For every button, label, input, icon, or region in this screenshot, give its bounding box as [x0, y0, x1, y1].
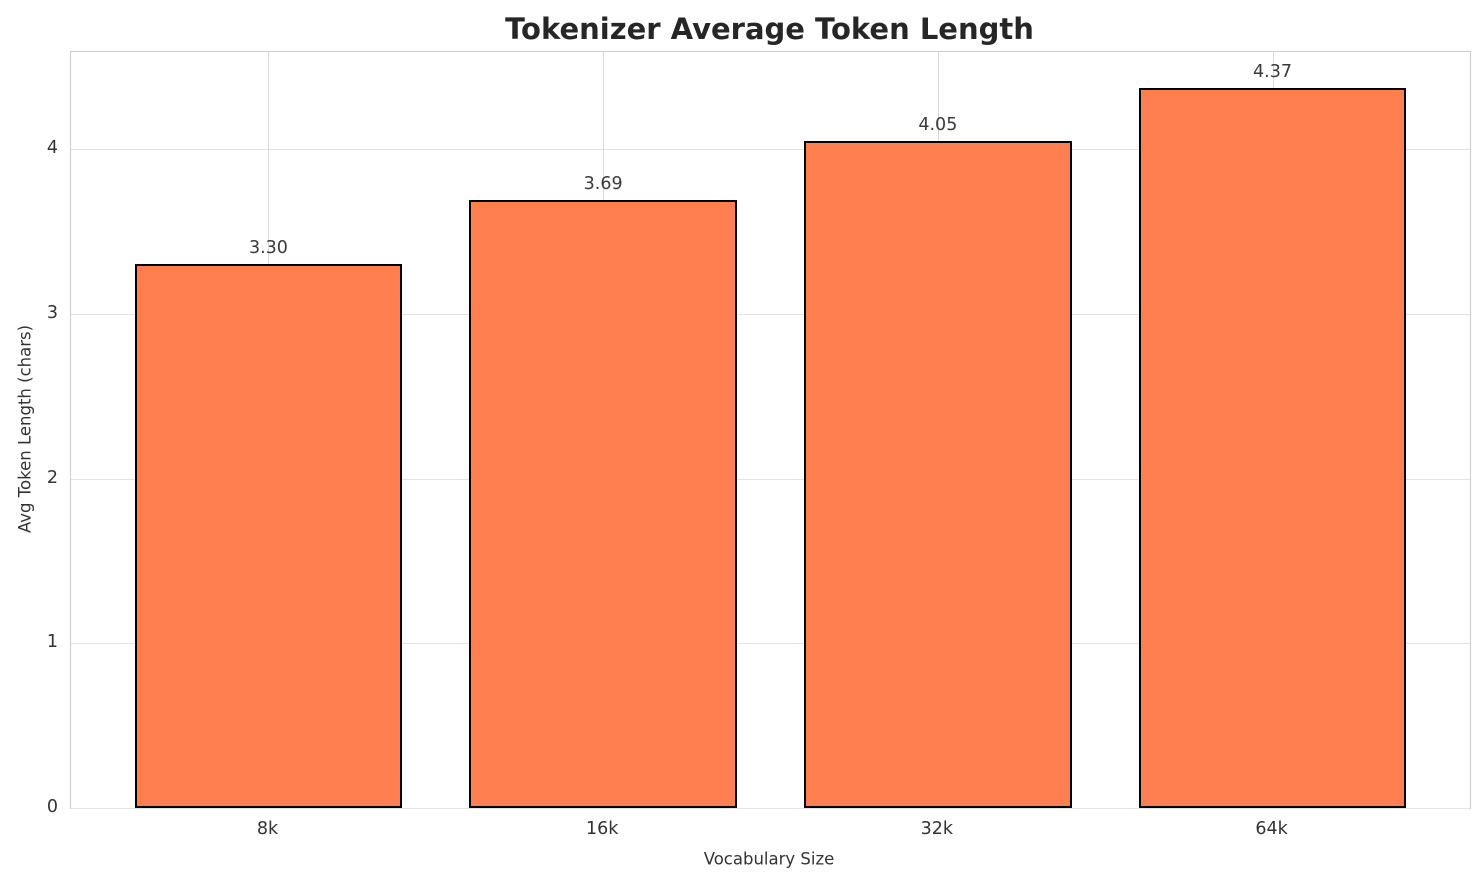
bar-value-label: 4.37 — [1253, 62, 1293, 83]
bar-value-label: 3.30 — [248, 238, 288, 259]
x-tick-label: 8k — [256, 819, 279, 839]
x-tick-label: 64k — [1255, 819, 1288, 839]
y-tick-label: 3 — [46, 302, 58, 323]
plot-area: 3.30 3.69 4.05 4.37 — [70, 51, 1471, 809]
gridline-horizontal — [71, 643, 1470, 645]
y-tick-label: 1 — [46, 632, 58, 653]
bar-32k — [803, 140, 1072, 808]
y-tick-label: 2 — [46, 467, 58, 488]
gridline-horizontal — [71, 478, 1470, 480]
chart-title: Tokenizer Average Token Length — [505, 12, 1034, 46]
y-tick-label: 0 — [46, 797, 58, 817]
x-tick-label: 16k — [585, 819, 619, 839]
gridline-horizontal — [71, 808, 1470, 809]
gridline-horizontal — [71, 149, 1470, 151]
y-tick-label: 4 — [46, 138, 58, 159]
x-axis-label: Vocabulary Size — [703, 849, 835, 869]
bar-64k — [1138, 88, 1407, 808]
bar-8k — [134, 264, 403, 808]
y-axis-label: Avg Token Length (chars) — [15, 324, 35, 534]
bar-value-label: 3.69 — [583, 174, 623, 195]
bar-16k — [469, 200, 738, 808]
gridline-horizontal — [71, 313, 1470, 315]
bar-value-label: 4.05 — [918, 114, 958, 135]
x-tick-label: 32k — [920, 819, 954, 839]
